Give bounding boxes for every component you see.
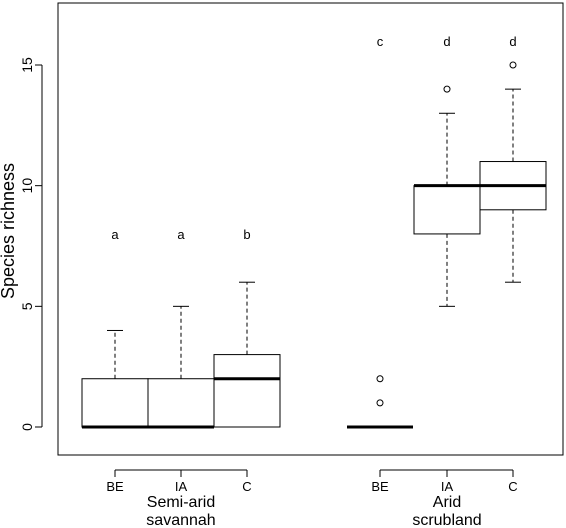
significance-letters: a a b c d d bbox=[111, 34, 516, 242]
plot-frame bbox=[57, 2, 564, 456]
significance-letter: a bbox=[177, 227, 185, 242]
group-label-line: Arid bbox=[433, 494, 461, 511]
x-tick-label: C bbox=[508, 479, 517, 494]
significance-letter: c bbox=[377, 34, 384, 49]
outlier-point bbox=[376, 375, 384, 383]
box-be-1 bbox=[81, 329, 149, 429]
iqr-box bbox=[213, 354, 281, 428]
group-label-line: savannah bbox=[146, 512, 215, 528]
outlier-point bbox=[443, 85, 451, 93]
box-c-2 bbox=[479, 61, 547, 283]
outlier-point bbox=[376, 399, 384, 407]
box-be-2 bbox=[347, 375, 413, 429]
box-ia-1 bbox=[147, 305, 215, 429]
y-tick-label: 15 bbox=[19, 57, 35, 73]
y-tick-label: 10 bbox=[19, 178, 35, 194]
x-tick-label: BE bbox=[106, 479, 124, 494]
x-tick-label: IA bbox=[441, 479, 454, 494]
iqr-box bbox=[81, 378, 149, 428]
outlier-point bbox=[509, 61, 517, 69]
boxes-layer bbox=[81, 61, 547, 429]
y-tick-label: 5 bbox=[19, 302, 35, 310]
box-ia-2 bbox=[413, 85, 481, 307]
significance-letter: d bbox=[509, 34, 516, 49]
y-axis: 0 5 10 15 bbox=[19, 57, 43, 431]
y-axis-label: Species richness bbox=[0, 163, 18, 299]
box-c-1 bbox=[213, 281, 281, 428]
group-label-line: Semi-arid bbox=[147, 494, 215, 511]
significance-letter: d bbox=[443, 34, 450, 49]
iqr-box bbox=[413, 185, 481, 235]
x-axis: BE IA C BE IA C bbox=[106, 469, 518, 494]
significance-letter: b bbox=[243, 227, 250, 242]
group-label-line: scrubland bbox=[412, 512, 481, 528]
significance-letter: a bbox=[111, 227, 119, 242]
iqr-box bbox=[147, 378, 215, 428]
x-tick-label: C bbox=[242, 479, 251, 494]
y-tick-label: 0 bbox=[19, 423, 35, 431]
x-tick-label: BE bbox=[371, 479, 389, 494]
x-tick-label: IA bbox=[175, 479, 188, 494]
